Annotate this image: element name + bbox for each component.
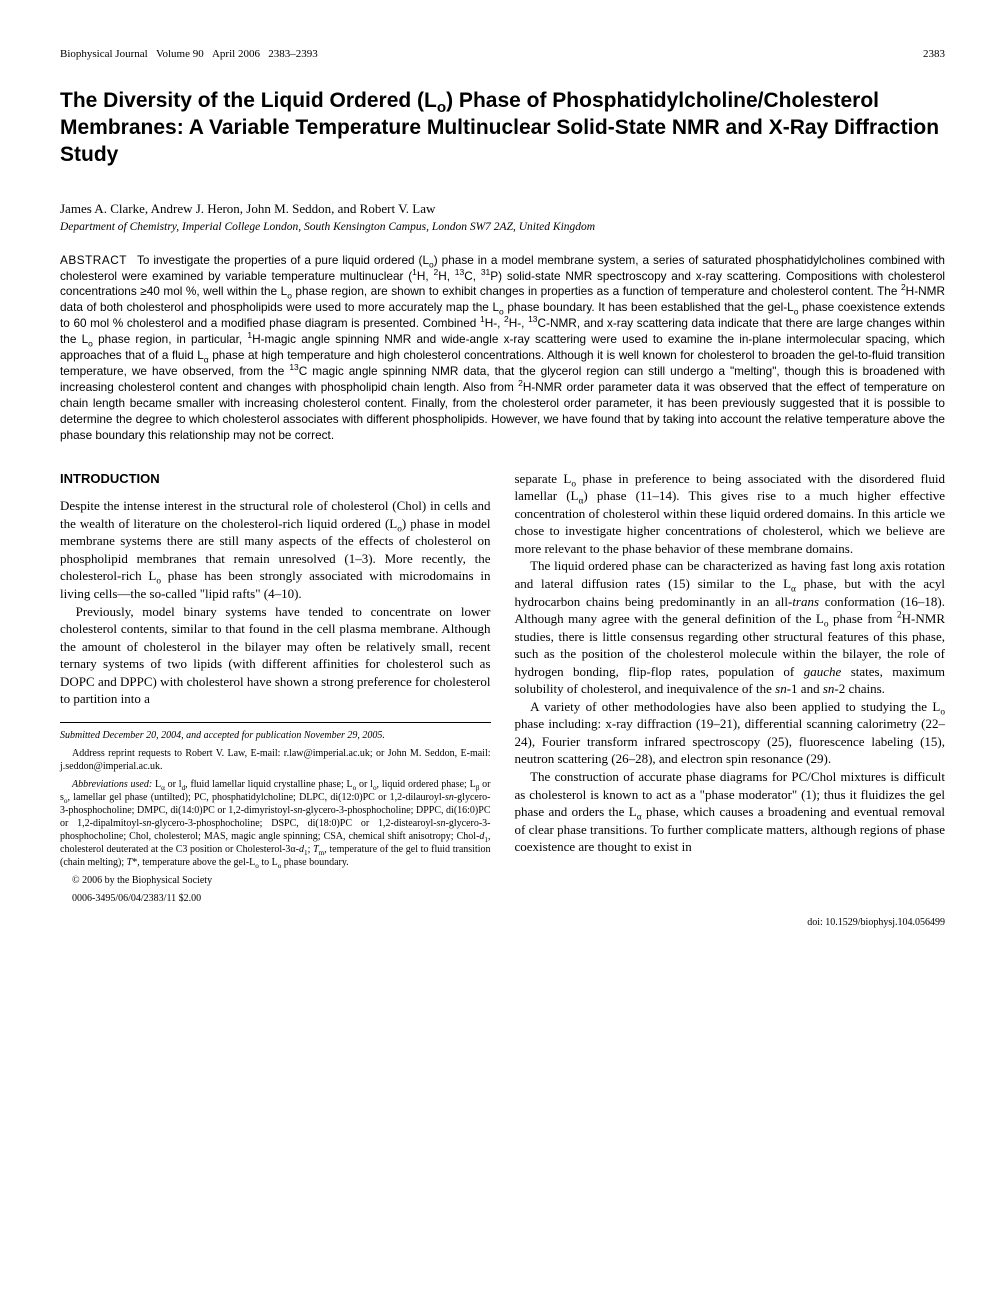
intro-p3: separate Lo phase in preference to being…: [515, 470, 946, 558]
article-title: The Diversity of the Liquid Ordered (Lo)…: [60, 88, 945, 169]
introduction-heading: INTRODUCTION: [60, 470, 491, 488]
doi: doi: 10.1529/biophysj.104.056499: [807, 916, 945, 930]
doi-footer: doi: 10.1529/biophysj.104.056499: [515, 916, 946, 930]
affiliation: Department of Chemistry, Imperial Colleg…: [60, 221, 945, 233]
intro-p1: Despite the intense interest in the stru…: [60, 497, 491, 602]
abstract: ABSTRACTTo investigate the properties of…: [60, 253, 945, 444]
abstract-text: To investigate the properties of a pure …: [60, 253, 945, 442]
intro-p4: The liquid ordered phase can be characte…: [515, 557, 946, 697]
issn: 0006-3495/06/04/2383/11 $2.00: [60, 892, 491, 905]
abstract-label: ABSTRACT: [60, 253, 127, 267]
two-column-body: INTRODUCTION Despite the intense interes…: [60, 470, 945, 930]
intro-p2: Previously, model binary systems have te…: [60, 603, 491, 708]
right-column: separate Lo phase in preference to being…: [515, 470, 946, 930]
abbreviations: Abbreviations used: Lα or ld, fluid lame…: [60, 778, 491, 869]
page-number: 2383: [923, 48, 945, 60]
intro-p6: The construction of accurate phase diagr…: [515, 768, 946, 856]
authors: James A. Clarke, Andrew J. Heron, John M…: [60, 201, 945, 217]
submitted-note: Submitted December 20, 2004, and accepte…: [60, 729, 491, 742]
intro-p5: A variety of other methodologies have al…: [515, 698, 946, 768]
left-column: INTRODUCTION Despite the intense interes…: [60, 470, 491, 930]
journal-info: Biophysical Journal Volume 90 April 2006…: [60, 48, 318, 60]
running-header: Biophysical Journal Volume 90 April 2006…: [60, 48, 945, 60]
footnotes-block: Submitted December 20, 2004, and accepte…: [60, 722, 491, 905]
reprint-address: Address reprint requests to Robert V. La…: [60, 747, 491, 773]
copyright: © 2006 by the Biophysical Society: [60, 874, 491, 887]
